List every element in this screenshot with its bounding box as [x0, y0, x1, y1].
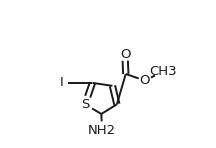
Text: O: O — [140, 74, 150, 87]
Text: NH2: NH2 — [88, 124, 116, 137]
Text: I: I — [59, 76, 63, 89]
Text: CH3: CH3 — [150, 65, 177, 78]
Text: S: S — [81, 98, 89, 111]
Text: O: O — [120, 48, 130, 61]
